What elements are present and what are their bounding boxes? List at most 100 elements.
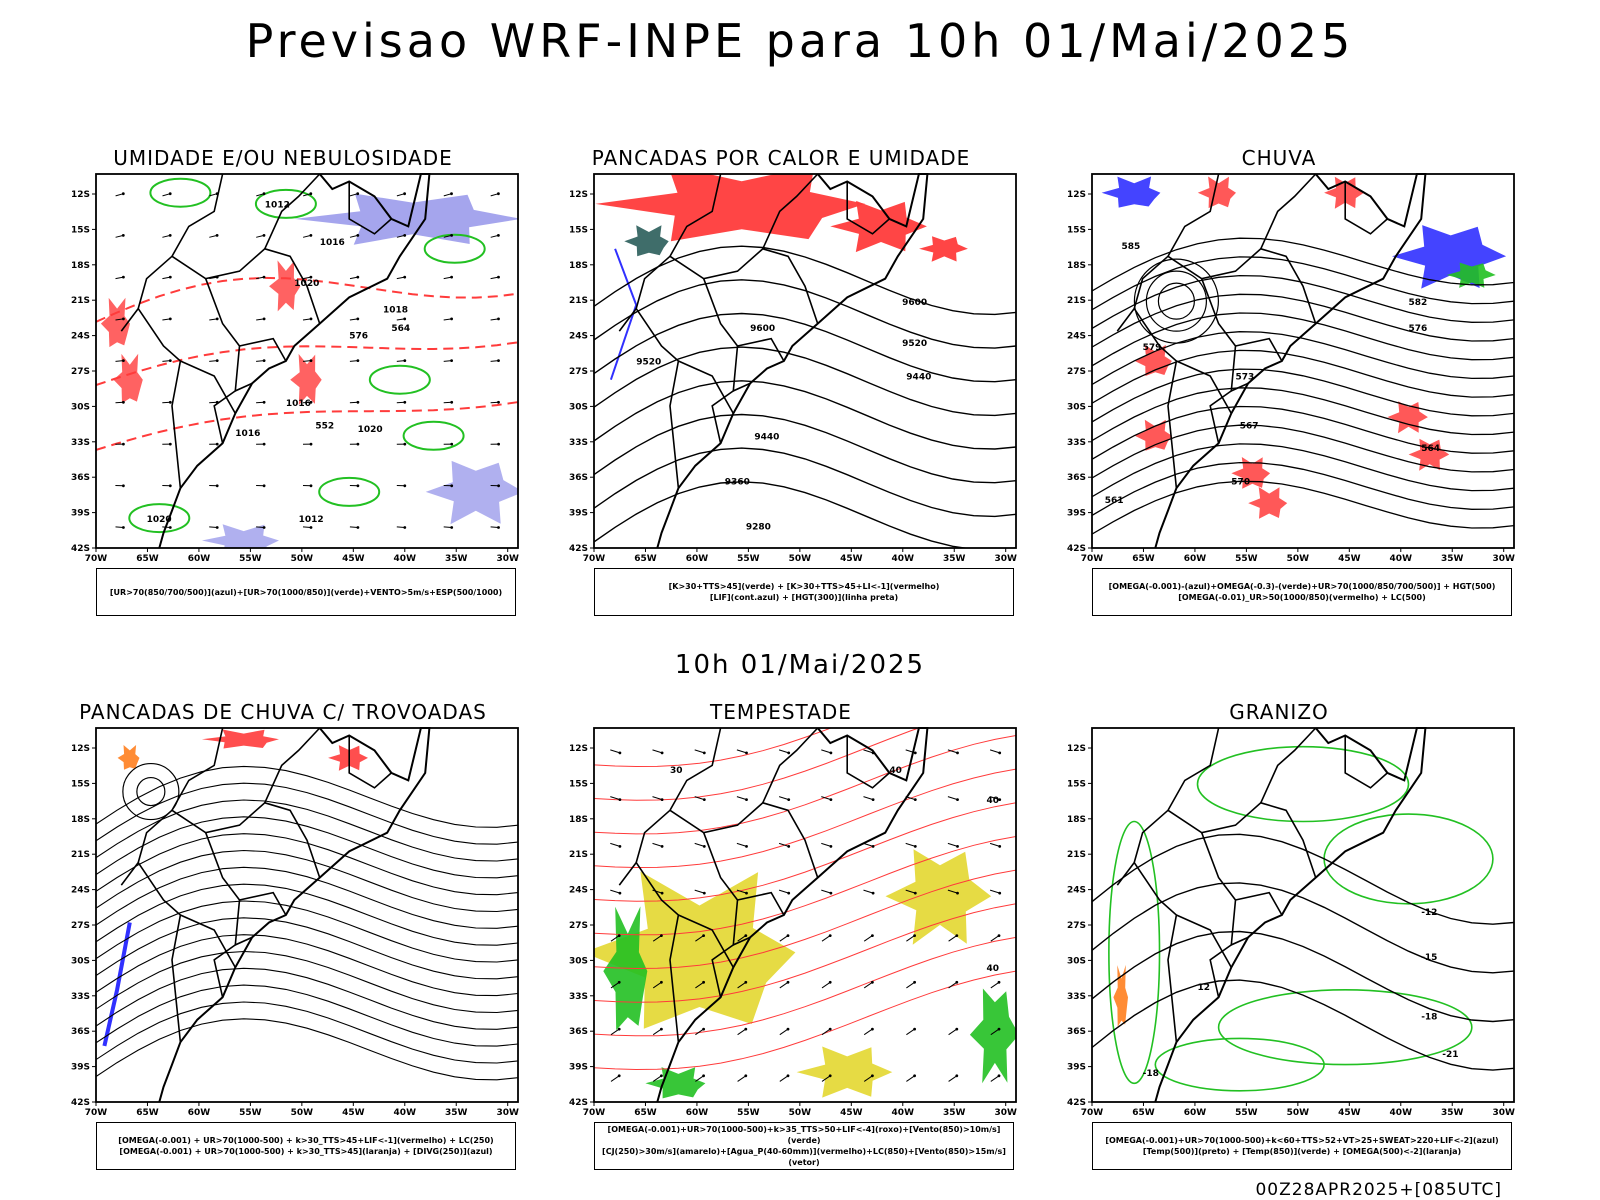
wind-vector xyxy=(652,796,663,801)
lon-label: 70W xyxy=(583,554,606,564)
wind-vector-head xyxy=(997,1027,1001,1031)
state-border xyxy=(1344,735,1388,789)
state-border xyxy=(846,735,890,789)
legend-line: [CJ(250)>30m/s](amarelo)+[Agua_P(40-60mm… xyxy=(602,1147,1006,1167)
wind-vector-head xyxy=(618,845,622,848)
contour-label: 1018 xyxy=(383,305,408,315)
humidity-low-green xyxy=(128,503,191,534)
panel-title: CHUVA xyxy=(1241,146,1317,170)
map-svg-tempestade: 30 40 40 40 12S 15S 18S 21S 24S 27S 30S 33S 36S 39S 42… xyxy=(569,727,1017,1118)
state-border xyxy=(264,173,321,250)
wind-vector-head xyxy=(403,317,407,321)
wind-vector xyxy=(948,1028,958,1036)
map-svg-pancadas_calor: 9600 9520 9440 9360 9280 9600 9520 9440 12S 15S 18… xyxy=(569,173,1017,564)
wind-vector-head xyxy=(262,484,266,488)
contour-label: 570 xyxy=(1231,477,1250,487)
wind-vector xyxy=(610,796,621,801)
lon-label: 35W xyxy=(445,554,468,564)
humidity-mid-blue xyxy=(294,193,518,245)
wind-vector-head xyxy=(913,751,917,755)
lon-label: 65W xyxy=(1132,554,1155,564)
instability-red xyxy=(595,174,866,242)
state-border xyxy=(618,727,722,886)
legend-line: [OMEGA(-0.001)+UR>70(1000-500)+k>35_TTS>… xyxy=(607,1125,1001,1145)
wind-vector xyxy=(821,981,831,989)
wind-vector-head xyxy=(450,234,453,237)
hgt500-contour xyxy=(1092,461,1514,516)
lat-label: 33S xyxy=(569,438,588,448)
wind-vector xyxy=(737,1028,747,1036)
wind-vector-head xyxy=(786,934,790,937)
contour-label: 564 xyxy=(1421,444,1440,454)
streamline xyxy=(96,967,518,1030)
lat-label: 24S xyxy=(569,332,588,342)
map-granizo: -12 -15 -18 -21 -18 12 12S 15S 18S 21S 24S 27S 30S 33… xyxy=(1044,724,1515,1119)
divergence-blue xyxy=(102,922,132,1047)
wind-vector xyxy=(947,889,958,894)
lc850-contour xyxy=(594,735,1016,835)
wind-vector-head xyxy=(168,484,172,488)
wind-vector xyxy=(906,1075,915,1082)
wind-vector-head xyxy=(956,891,959,895)
state-border xyxy=(702,278,751,393)
basemap xyxy=(120,727,431,1103)
contour-label: 582 xyxy=(1409,298,1428,308)
lc850-contour xyxy=(594,728,833,768)
state-border xyxy=(213,944,236,998)
streamline xyxy=(96,866,518,929)
state-border xyxy=(678,360,734,414)
wind-vector-head xyxy=(262,526,266,529)
contour-label: 573 xyxy=(1236,373,1255,383)
wind-vector xyxy=(863,1075,873,1082)
contour-label: 576 xyxy=(349,332,368,342)
wind-vector-head xyxy=(702,845,706,848)
streamline xyxy=(96,849,518,913)
wind-vector-head xyxy=(168,317,172,321)
wind-vector-head xyxy=(871,980,874,984)
lat-label: 42S xyxy=(1067,1098,1086,1108)
wind-vector-head xyxy=(356,484,360,488)
wind850-green xyxy=(969,988,1016,1084)
rain-red xyxy=(1324,176,1364,209)
wind-vector-head xyxy=(450,400,454,404)
thickness-contour xyxy=(96,276,518,323)
temp500-contour xyxy=(1092,882,1514,974)
wind-vector-head xyxy=(168,400,172,404)
state-border xyxy=(1176,914,1232,968)
instability-dark xyxy=(624,225,669,257)
fields: 585 579 573 567 561 582 576 570 564 xyxy=(1092,176,1514,535)
wind-vector-head xyxy=(617,934,621,937)
lc850-contour xyxy=(594,836,1016,936)
wind-vector-head xyxy=(702,1027,705,1031)
lon-label: 30W xyxy=(994,554,1017,564)
wind-vector-head xyxy=(262,359,266,362)
lat-label: 33S xyxy=(71,992,90,1002)
state-border xyxy=(1260,173,1317,250)
lat-label: 42S xyxy=(569,1098,588,1108)
wind-vector-head xyxy=(450,526,454,529)
lif-contour xyxy=(609,248,638,381)
rain-red xyxy=(1248,487,1288,519)
lat-label: 27S xyxy=(569,921,588,931)
lon-label: 60W xyxy=(1184,1108,1207,1118)
legend-line: [OMEGA(-0.001)+UR>70(1000-500)+k<60+TTS>… xyxy=(1105,1136,1499,1145)
contour-label: -18 xyxy=(1143,1069,1159,1079)
lon-label: 45W xyxy=(342,554,365,564)
map-frame xyxy=(593,173,1017,549)
wind-vector-head xyxy=(356,234,360,237)
wind-vector-head xyxy=(617,980,621,984)
lat-label: 18S xyxy=(71,815,90,825)
wind-vector xyxy=(947,796,958,801)
lon-label: 70W xyxy=(85,1108,108,1118)
lat-label: 39S xyxy=(1067,1063,1086,1073)
wind-vector xyxy=(736,796,747,801)
hgt500-contour xyxy=(1092,274,1514,329)
streamline xyxy=(96,950,518,1014)
wind-vector-head xyxy=(745,891,748,895)
contour-label: 9600 xyxy=(902,298,927,308)
map-content: 1012 1016 1020 1018 576 564 552 1020 1016 1020 101… xyxy=(96,177,518,548)
wind850-green xyxy=(645,1067,706,1099)
wind-vector xyxy=(694,889,705,894)
wind-vector-head xyxy=(828,934,832,937)
